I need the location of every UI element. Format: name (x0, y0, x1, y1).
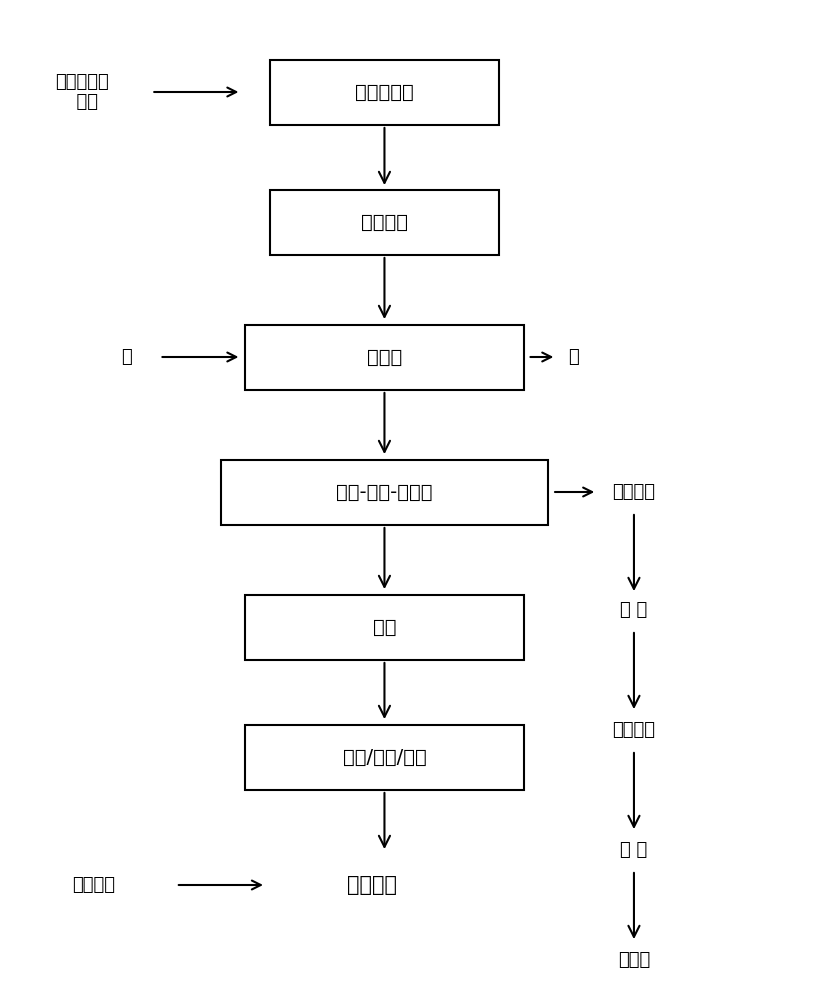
Text: 酸: 酸 (121, 348, 133, 366)
Text: 高温处理: 高温处理 (361, 213, 408, 232)
Text: 含钴溶液: 含钴溶液 (613, 483, 655, 501)
Text: 酸浸出: 酸浸出 (366, 348, 402, 367)
Text: 锂沉淀剂: 锂沉淀剂 (73, 876, 115, 894)
Text: 精制浓缩: 精制浓缩 (613, 721, 655, 739)
Text: 转 化: 转 化 (620, 841, 648, 859)
Bar (245, 595, 524, 660)
Text: 锂盐产品: 锂盐产品 (347, 875, 398, 895)
Text: 精制: 精制 (373, 618, 396, 637)
Bar (221, 460, 548, 525)
Text: 超滤-纳滤-反渗透: 超滤-纳滤-反渗透 (336, 483, 433, 502)
Text: 除 杂: 除 杂 (620, 601, 648, 619)
Bar (245, 725, 524, 790)
Text: 拆解、筛分: 拆解、筛分 (355, 83, 414, 102)
Text: 转化/洗涤/干燥: 转化/洗涤/干燥 (343, 748, 426, 767)
Text: 废旧钴酸锂
  电池: 废旧钴酸锂 电池 (55, 73, 109, 111)
Bar (270, 60, 499, 125)
Bar (270, 190, 499, 255)
Bar (245, 325, 524, 390)
Text: 钴产品: 钴产品 (618, 951, 650, 969)
Text: 渣: 渣 (569, 348, 579, 366)
